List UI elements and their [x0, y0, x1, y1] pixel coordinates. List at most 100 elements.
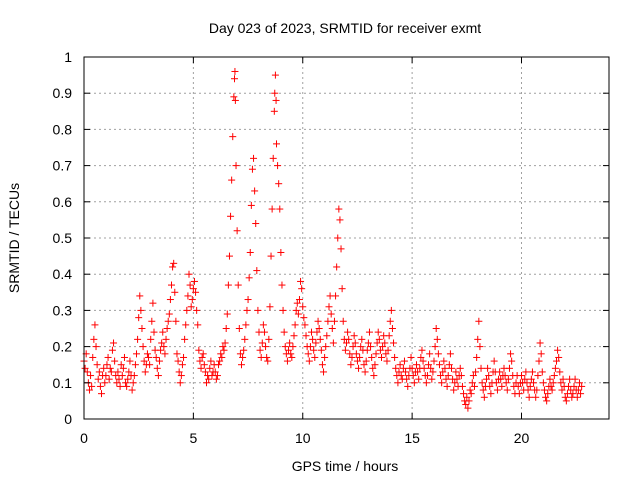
- data-point: [345, 335, 353, 343]
- data-point: [349, 343, 357, 351]
- data-point: [414, 368, 422, 376]
- data-point: [428, 375, 436, 383]
- data-point: [325, 303, 333, 311]
- data-point: [212, 375, 220, 383]
- data-point: [173, 350, 181, 358]
- data-point: [343, 339, 350, 347]
- data-point: [415, 375, 423, 383]
- data-point: [117, 361, 125, 369]
- data-point: [268, 205, 276, 213]
- data-point: [410, 379, 418, 387]
- data-point: [275, 180, 283, 188]
- data-point: [235, 325, 243, 332]
- data-point: [490, 357, 498, 365]
- data-point: [318, 361, 326, 369]
- data-point: [521, 375, 529, 383]
- data-point: [395, 368, 403, 376]
- data-point: [426, 350, 434, 358]
- data-point: [408, 364, 416, 372]
- y-tick-label: 0.5: [53, 230, 73, 246]
- data-point: [298, 285, 306, 293]
- data-point: [562, 397, 570, 405]
- data-point: [407, 353, 415, 361]
- data-point: [475, 317, 483, 325]
- data-point: [273, 140, 280, 148]
- y-tick-label: 0.4: [53, 266, 73, 282]
- data-point: [115, 375, 123, 383]
- data-point: [352, 350, 360, 358]
- data-point: [483, 375, 490, 383]
- data-point: [259, 321, 267, 329]
- data-point: [95, 368, 103, 376]
- data-point: [244, 296, 252, 304]
- data-point: [108, 346, 116, 354]
- data-point: [525, 393, 533, 401]
- data-point: [445, 361, 453, 369]
- data-point: [392, 364, 400, 372]
- data-point: [265, 335, 273, 343]
- data-point: [394, 379, 402, 387]
- data-point: [464, 404, 472, 412]
- data-point: [348, 353, 356, 361]
- data-point: [96, 382, 104, 390]
- data-point: [230, 93, 238, 101]
- data-point: [218, 353, 226, 361]
- data-point: [458, 382, 466, 390]
- data-point: [438, 379, 446, 387]
- data-point: [301, 321, 309, 329]
- data-point: [133, 350, 140, 358]
- data-point: [533, 386, 541, 394]
- data-point: [287, 350, 295, 358]
- data-point: [546, 375, 554, 383]
- data-point: [163, 325, 171, 332]
- data-point: [385, 332, 393, 340]
- data-point: [571, 375, 579, 383]
- data-point: [83, 368, 91, 376]
- data-point: [537, 350, 545, 358]
- data-point: [498, 382, 506, 390]
- data-point: [422, 379, 430, 387]
- data-point: [118, 372, 126, 380]
- data-point: [171, 288, 179, 296]
- data-point: [417, 353, 425, 361]
- data-point: [551, 364, 559, 372]
- data-point: [467, 390, 475, 398]
- data-point: [462, 401, 470, 409]
- data-point: [90, 335, 98, 343]
- data-point: [370, 372, 378, 380]
- data-point: [544, 390, 552, 398]
- data-point: [526, 382, 534, 390]
- data-point: [242, 321, 250, 329]
- data-point: [478, 379, 486, 387]
- data-point: [558, 386, 566, 394]
- data-point: [180, 353, 188, 361]
- data-point: [442, 375, 450, 383]
- data-point: [227, 212, 235, 220]
- data-point: [320, 368, 328, 376]
- data-point: [145, 353, 153, 361]
- data-point: [574, 386, 582, 394]
- data-point: [339, 317, 347, 325]
- data-point: [229, 133, 237, 141]
- data-point: [522, 368, 530, 376]
- data-point: [312, 339, 320, 347]
- data-point: [299, 303, 307, 311]
- data-point: [224, 281, 232, 289]
- data-point: [328, 325, 336, 332]
- data-point: [492, 379, 500, 387]
- data-point: [550, 372, 558, 380]
- data-point: [338, 285, 346, 293]
- data-point: [182, 321, 190, 329]
- y-tick-label: 0.8: [53, 121, 73, 137]
- data-point: [329, 339, 337, 347]
- data-point: [138, 325, 146, 332]
- data-point: [305, 357, 313, 365]
- data-point: [540, 386, 548, 394]
- data-point: [569, 390, 577, 398]
- data-point: [427, 364, 435, 372]
- data-point: [207, 357, 215, 365]
- data-point: [220, 346, 228, 354]
- data-point: [231, 67, 239, 75]
- data-point: [101, 379, 109, 387]
- y-tick-label: 0.3: [53, 302, 73, 318]
